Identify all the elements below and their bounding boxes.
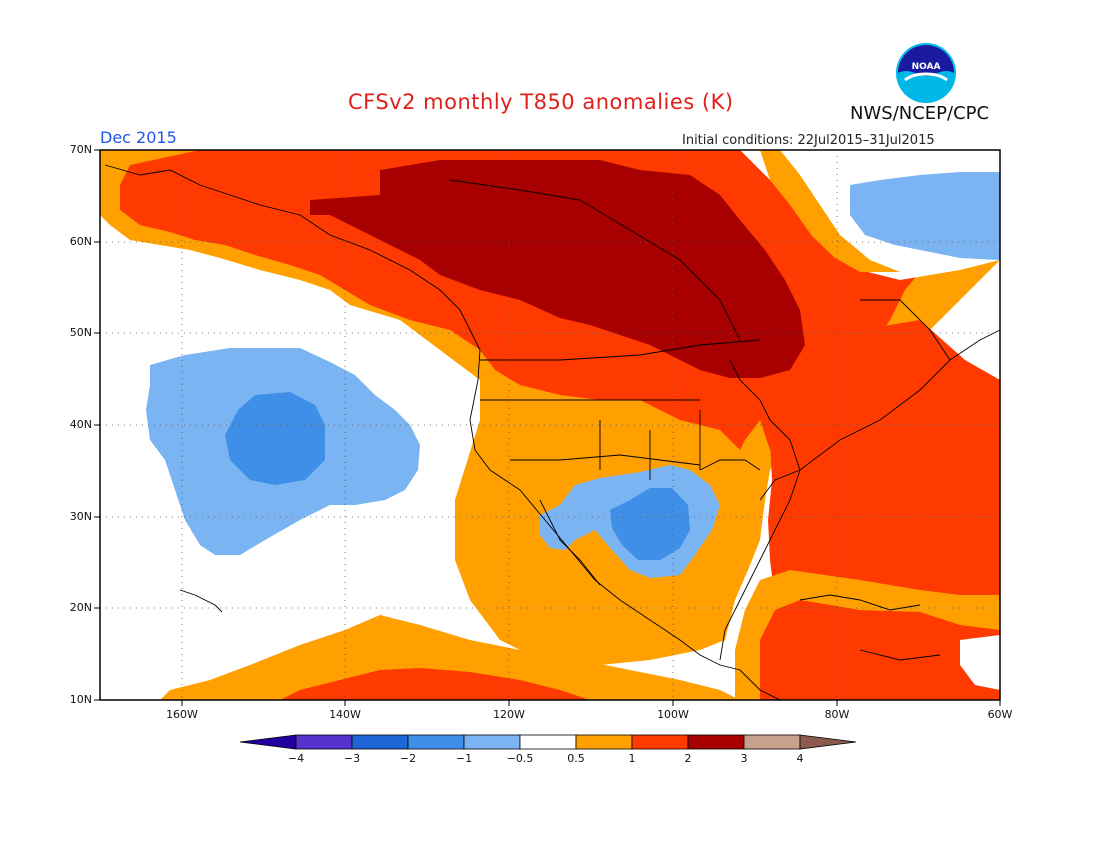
colorbar-label: −1: [455, 752, 473, 765]
lat-label: 60N: [69, 235, 92, 248]
colorbar-label: 1: [628, 752, 636, 765]
initial-conditions: Initial conditions: 22Jul2015–31Jul2015: [682, 133, 935, 148]
lat-label: 20N: [69, 601, 92, 614]
svg-text:NOAA: NOAA: [912, 62, 941, 72]
lon-label: 120W: [493, 708, 525, 721]
colorbar-label: −4: [287, 752, 305, 765]
colorbar-swatch: [575, 734, 633, 750]
colorbar-label: −0.5: [506, 752, 534, 765]
lat-label: 30N: [69, 510, 92, 523]
colorbar-swatch: [463, 734, 521, 750]
colorbar-swatch: [519, 734, 577, 750]
graticule: [100, 150, 1000, 700]
lat-label: 50N: [69, 326, 92, 339]
noaa-logo: NOAA: [896, 43, 956, 103]
lon-label: 160W: [166, 708, 198, 721]
colorbar-swatch: [687, 734, 745, 750]
colorbar-swatch: [631, 734, 689, 750]
colorbar-swatch: [295, 734, 353, 750]
colorbar-label: 2: [684, 752, 692, 765]
colorbar-swatch: [407, 734, 465, 750]
map-title: CFSv2 monthly T850 anomalies (K): [348, 90, 734, 114]
colorbar-label: 3: [740, 752, 748, 765]
lon-label: 100W: [657, 708, 689, 721]
lat-label: 70N: [69, 143, 92, 156]
colorbar-swatch: [743, 734, 801, 750]
colorbar-label: −2: [399, 752, 417, 765]
colorbar-low-arrow: [239, 734, 297, 750]
colorbar-label: 0.5: [567, 752, 585, 765]
lon-label: 140W: [329, 708, 361, 721]
colorbar-high-arrow: [799, 734, 857, 750]
colorbar: [239, 734, 857, 750]
valid-month: Dec 2015: [100, 128, 177, 147]
colorbar-swatch: [351, 734, 409, 750]
lon-label: 60W: [987, 708, 1013, 721]
colorbar-label: 4: [796, 752, 804, 765]
lat-label: 40N: [69, 418, 92, 431]
lat-label: 10N: [69, 693, 92, 706]
colorbar-label: −3: [343, 752, 361, 765]
lon-label: 80W: [824, 708, 850, 721]
agency-label: NWS/NCEP/CPC: [850, 103, 990, 124]
